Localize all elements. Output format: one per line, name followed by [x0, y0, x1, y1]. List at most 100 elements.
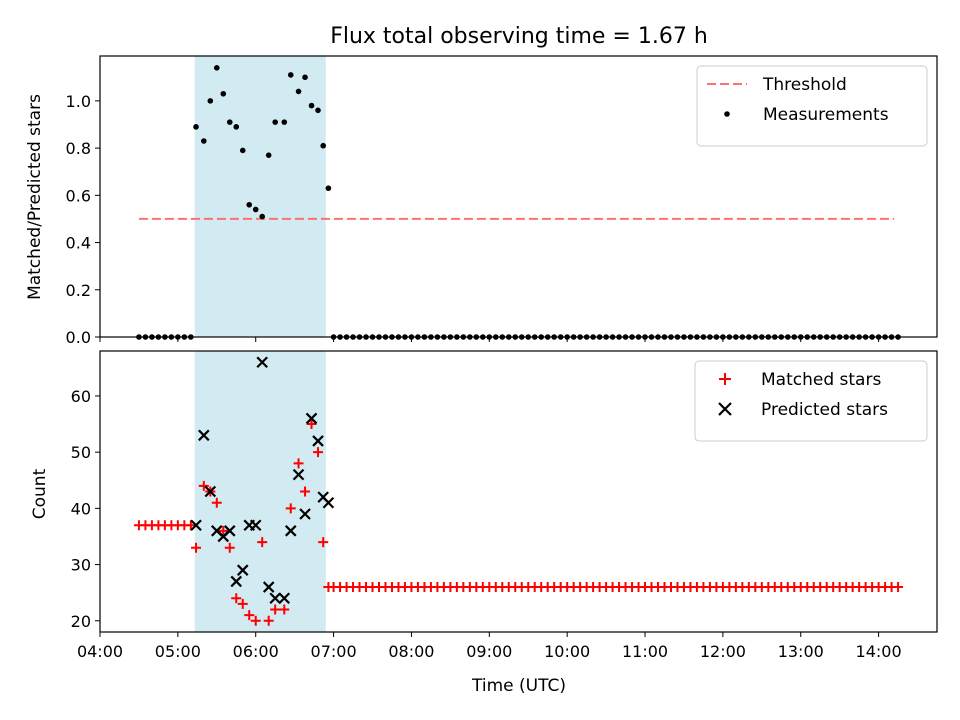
data-point [226, 119, 233, 125]
data-point [236, 564, 249, 576]
legend-label: Measurements [763, 105, 889, 125]
x-tick-label: 13:00 [778, 642, 824, 661]
data-point [211, 497, 222, 508]
y-tick-label: 0.4 [66, 234, 91, 253]
data-point [224, 542, 235, 553]
data-point [281, 119, 288, 125]
y-tick-label: 0.2 [66, 281, 91, 300]
data-point [300, 486, 311, 497]
y-tick-label: 50 [71, 443, 91, 462]
data-point [256, 356, 268, 369]
data-point [315, 107, 321, 114]
legend-label: Threshold [762, 75, 847, 95]
x-tick-label: 04:00 [77, 642, 123, 661]
data-point [244, 610, 255, 621]
legend-marker [719, 373, 731, 385]
chart-title: Flux total observing time = 1.67 h [330, 24, 708, 49]
x-tick-label: 07:00 [311, 642, 357, 661]
x-tick-label: 05:00 [155, 642, 201, 661]
data-point [293, 458, 304, 469]
series-1 [133, 419, 904, 626]
x-tick-label: 06:00 [233, 642, 279, 661]
y-tick-label: 30 [71, 556, 91, 575]
axes-frame [99, 350, 938, 633]
data-point [239, 147, 246, 154]
x-tick-label: 12:00 [700, 642, 746, 661]
data-point [204, 485, 217, 498]
data-point [237, 598, 248, 609]
data-point [279, 604, 290, 615]
top-panel: 0.0 0.2 0.4 0.6 0.8 1.0 Threshold Measurements [66, 55, 938, 347]
y-tick-label: 0.6 [66, 186, 91, 205]
data-point [220, 90, 227, 97]
data-point [270, 604, 281, 615]
data-point [201, 138, 207, 144]
data-point [318, 537, 329, 548]
data-point [198, 429, 210, 442]
data-point [278, 592, 291, 605]
data-point [223, 525, 236, 537]
y-tick-label: 0.0 [66, 328, 91, 347]
data-point [320, 142, 327, 149]
y-tick-label: 1.0 [66, 92, 91, 111]
data-point [305, 412, 318, 425]
data-point [191, 542, 202, 553]
data-point [246, 201, 253, 208]
data-point [257, 537, 268, 548]
series-2 [190, 356, 335, 605]
data-point [295, 88, 302, 95]
x-tick-label: 09:00 [466, 642, 512, 661]
x-tick-label: 14:00 [856, 642, 902, 661]
data-point [262, 581, 275, 593]
data-point [284, 525, 297, 537]
data-point [193, 124, 199, 130]
data-point [312, 435, 324, 447]
data-point [198, 480, 209, 491]
data-point [259, 213, 266, 220]
bottom-y-axis-label: Count [30, 468, 50, 519]
data-point [207, 98, 214, 104]
shaded-interval [194, 56, 326, 337]
y-tick-label: 40 [71, 499, 91, 518]
legend-box [696, 65, 928, 147]
data-point [299, 508, 311, 520]
data-point [230, 575, 243, 588]
x-tick-label: 08:00 [388, 642, 434, 661]
data-point [252, 206, 259, 213]
x-axis-label: Time (UTC) [471, 676, 566, 696]
data-point [308, 102, 315, 109]
y-tick-label: 60 [71, 387, 91, 406]
legend-marker [724, 111, 730, 117]
data-point [250, 615, 261, 626]
x-tick-label: 11:00 [622, 642, 668, 661]
data-point [313, 447, 324, 458]
data-point [306, 419, 317, 430]
top-y-axis-label: Matched/Predicted stars [25, 94, 45, 300]
legend-marker [718, 402, 732, 416]
legend-box [694, 360, 928, 442]
axes-frame [99, 55, 938, 338]
data-point [287, 72, 294, 78]
data-point [218, 525, 229, 536]
series-1 [136, 65, 901, 340]
bottom-panel: 20 30 40 50 60 04:00 05:00 06:00 07:00 08:00 09:00… [71, 350, 938, 661]
data-point [233, 124, 240, 130]
data-point [325, 185, 332, 192]
x-tick-label: 10:00 [544, 642, 590, 661]
data-point [231, 593, 242, 604]
data-point [322, 496, 335, 509]
data-point [213, 65, 220, 71]
data-point [190, 519, 202, 531]
data-point [265, 152, 272, 158]
legend-label: Matched stars [761, 370, 881, 390]
data-point [249, 519, 262, 531]
y-tick-label: 0.8 [66, 139, 91, 158]
legend-label: Predicted stars [761, 400, 888, 420]
data-point [185, 520, 196, 531]
y-tick-label: 20 [71, 612, 91, 631]
data-point [292, 468, 305, 481]
data-point [285, 503, 296, 514]
data-point [269, 592, 281, 605]
data-point [893, 582, 904, 593]
